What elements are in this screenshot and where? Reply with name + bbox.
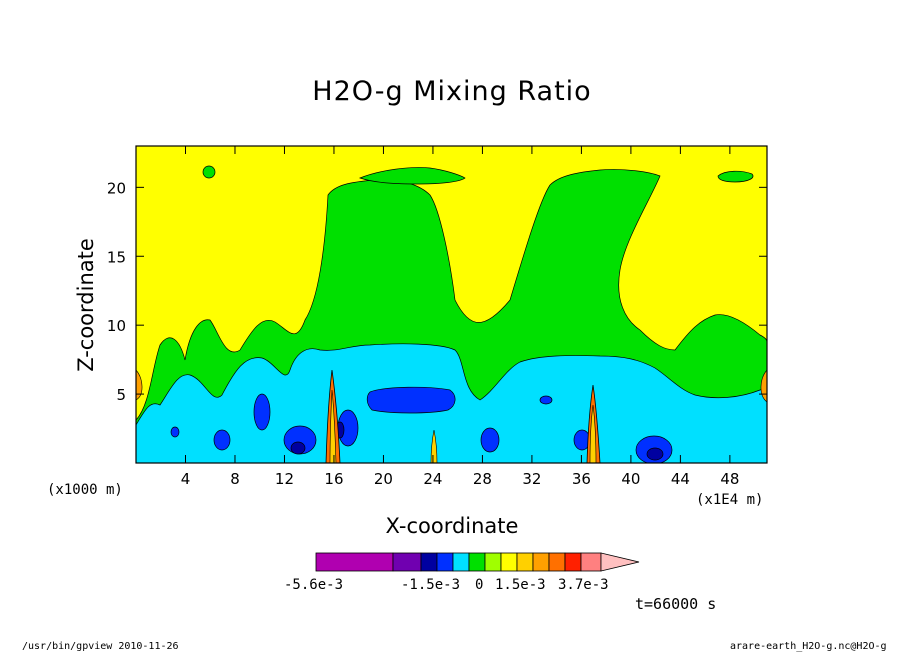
y-axis-label: Z-coordinate <box>74 238 98 372</box>
colorbar-segment <box>420 552 438 572</box>
colorbar-segment <box>516 552 534 572</box>
field-blue-a <box>253 393 271 431</box>
x-tick-label: 16 <box>324 470 343 488</box>
colorbar-label: 1.5e-3 <box>495 577 546 593</box>
x-axis-label: X-coordinate <box>385 514 519 538</box>
colorbar <box>315 552 640 572</box>
colorbar-segment <box>484 552 502 572</box>
field-core-mid <box>430 429 438 463</box>
x-tick-label: 28 <box>473 470 492 488</box>
colorbar-segment <box>532 552 550 572</box>
x-tick-label: 12 <box>275 470 294 488</box>
x-unit-right: (x1E4 m) <box>696 492 764 508</box>
y-tick-label: 10 <box>107 317 126 335</box>
colorbar-segment <box>452 552 470 572</box>
x-tick-label: 24 <box>423 470 442 488</box>
chart-title: H2O-g Mixing Ratio <box>312 76 592 107</box>
field-blue-h <box>170 426 180 438</box>
footer-right: arare-earth_H2O-g.nc@H2O-g <box>730 641 887 652</box>
field-navy-a <box>290 441 306 455</box>
field-blue-b <box>213 429 231 451</box>
x-ticks: 4 8 12 16 20 24 28 32 36 40 44 48 <box>181 146 739 488</box>
colorbar-segment <box>436 552 454 572</box>
colorbar-label: -5.6e-3 <box>284 577 344 593</box>
time-label: t=66000 s <box>635 595 717 613</box>
field-blue-band <box>366 386 456 414</box>
colorbar-segment <box>500 552 518 572</box>
colorbar-segment <box>564 552 582 572</box>
x-tick-label: 20 <box>374 470 393 488</box>
field-blue-i <box>539 395 553 405</box>
x-tick-label: 40 <box>621 470 640 488</box>
colorbar-label: 3.7e-3 <box>558 577 609 593</box>
x-tick-label: 4 <box>181 470 191 488</box>
x-tick-label: 36 <box>572 470 591 488</box>
y-ticks: 5 10 15 20 <box>107 179 767 404</box>
x-unit-left: (x1000 m) <box>47 482 123 498</box>
field-core-left-inner <box>329 389 337 463</box>
contour-field <box>136 146 767 463</box>
colorbar-segment <box>580 552 602 572</box>
x-tick-label: 44 <box>671 470 690 488</box>
colorbar-segment <box>548 552 566 572</box>
colorbar-segment <box>315 552 394 572</box>
x-tick-label: 48 <box>720 470 739 488</box>
field-green-topright <box>717 170 754 183</box>
colorbar-segment <box>468 552 486 572</box>
y-tick-label: 5 <box>116 386 126 404</box>
colorbar-label: -1.5e-3 <box>401 577 461 593</box>
field-core-right-inner <box>589 404 597 463</box>
field-green-dot <box>202 165 216 179</box>
colorbar-arrow <box>600 552 640 572</box>
x-tick-label: 8 <box>230 470 240 488</box>
y-tick-label: 20 <box>107 179 126 197</box>
x-tick-label: 32 <box>522 470 541 488</box>
field-green-top <box>358 167 466 185</box>
plot-frame <box>135 145 768 464</box>
y-tick-label: 15 <box>107 248 126 266</box>
colorbar-label: 0 <box>475 577 484 593</box>
field-blue-e <box>480 427 500 453</box>
colorbar-segment <box>392 552 422 572</box>
footer-left: /usr/bin/gpview 2010-11-26 <box>22 641 179 652</box>
field-navy-b <box>646 447 664 461</box>
